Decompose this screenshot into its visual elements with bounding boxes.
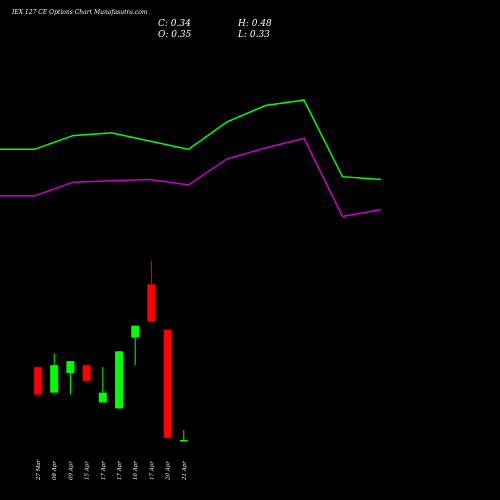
date-label: 17 Apr [101,461,107,480]
date-label: 17 Apr [117,461,123,480]
close-value: C: 0.34 [158,19,191,29]
chart-title: IEX 127 CE Options Chart Munafasutra.com [11,9,148,16]
lower-band-line [0,137,382,218]
date-label: 09 Apr [68,461,74,480]
date-label: 21 Apr [182,461,188,481]
candle [66,361,75,395]
candle [179,430,188,442]
candle-body [33,366,43,395]
candle-body [82,364,91,382]
upper-band-line [0,99,382,181]
candle [98,367,107,403]
date-labels-layer: 27 Mar 08 Apr 09 Apr 15 Apr 17 Apr 17 Apr 16 A… [36,459,188,481]
candle-body [131,325,140,338]
candle [147,260,156,323]
candle [163,329,172,439]
low-value: L: 0.33 [237,30,270,40]
candle-body [115,351,123,409]
candle-body [66,361,75,373]
date-label: 16 Apr [133,461,139,480]
date-label: 08 Apr [52,461,58,480]
candle [115,351,123,409]
date-label: 20 Apr [166,461,172,481]
candle [131,325,140,366]
date-label: 15 Apr [85,461,91,480]
candle-body [179,439,188,442]
candle [82,364,91,383]
candle-body [50,365,59,393]
bands-layer [0,99,382,218]
date-label: 17 Apr [149,461,155,480]
candle-body [98,392,107,403]
candle [33,366,43,397]
high-value: H: 0.48 [237,19,272,29]
candle-body [147,284,156,323]
candle [50,353,59,393]
date-label: 27 Mar [36,459,42,481]
open-value: O: 0.35 [158,30,192,40]
candle-body [163,329,172,439]
candles-layer [33,260,188,442]
